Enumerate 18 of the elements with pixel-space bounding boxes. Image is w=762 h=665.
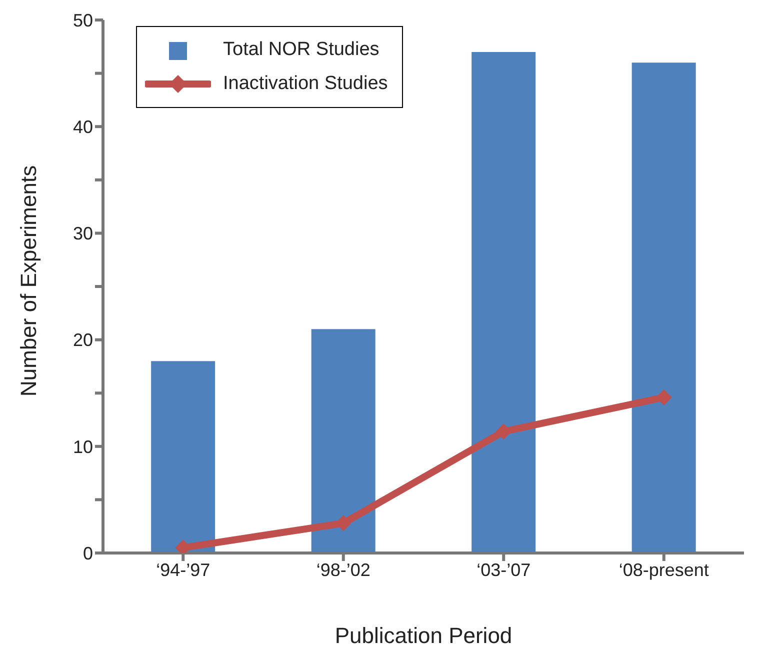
- x-tick-label: ‘08-present: [618, 560, 709, 580]
- bar: [151, 361, 216, 553]
- legend-label: Inactivation Studies: [223, 73, 388, 95]
- y-tick-label: 50: [72, 10, 93, 30]
- y-tick-label: 10: [72, 436, 93, 457]
- y-tick-label: 40: [72, 116, 93, 137]
- bar: [472, 52, 536, 553]
- x-tick-label: ‘03-’07: [476, 560, 531, 580]
- y-tick-label: 0: [82, 543, 93, 564]
- bar: [311, 329, 376, 553]
- x-tick-label: ‘98-’02: [316, 560, 370, 580]
- bar: [632, 62, 696, 553]
- y-tick-label: 30: [72, 224, 93, 244]
- x-tick-label: ‘94-’97: [156, 560, 210, 580]
- legend-label: Total NOR Studies: [223, 39, 380, 61]
- y-axis-title: Number of Experiments: [16, 165, 41, 396]
- y-tick-label: 20: [72, 330, 93, 350]
- x-axis-title: Publication Period: [334, 623, 512, 648]
